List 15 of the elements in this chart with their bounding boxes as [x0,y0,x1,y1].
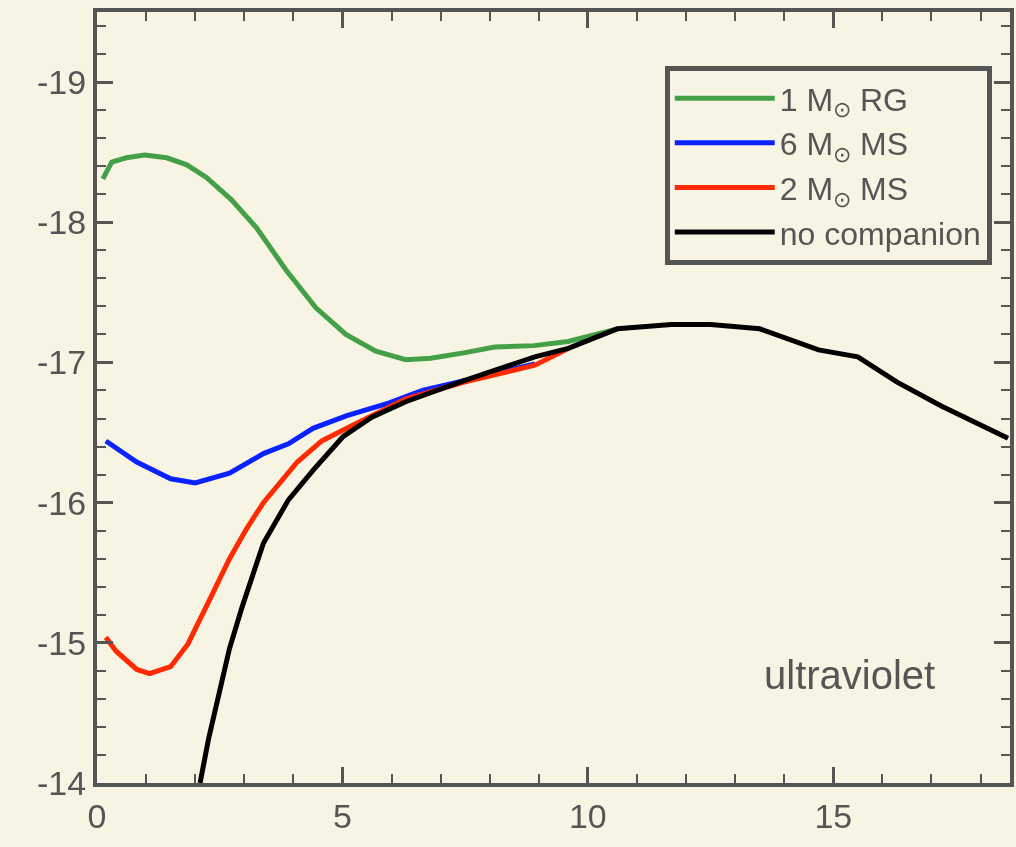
legend-label: no companion [779,215,981,252]
legend-label: 1 M$_{⊙}$ RG [779,81,908,123]
y-tick-label: -19 [37,62,87,101]
x-tick-label: 0 [87,796,107,835]
legend-label: 6 M$_{⊙}$ MS [779,126,908,168]
y-tick-label: -14 [37,763,87,802]
x-tick-label: 15 [814,796,853,835]
x-tick-label: 10 [568,796,607,835]
x-tick-label: 5 [332,796,352,835]
y-tick-label: -16 [37,483,87,522]
y-tick-label: -18 [37,203,87,242]
legend-label: 2 M$_{⊙}$ MS [779,170,908,212]
annotation: ultraviolet [764,653,936,697]
y-tick-label: -15 [37,623,87,662]
y-tick-label: -17 [37,343,87,382]
